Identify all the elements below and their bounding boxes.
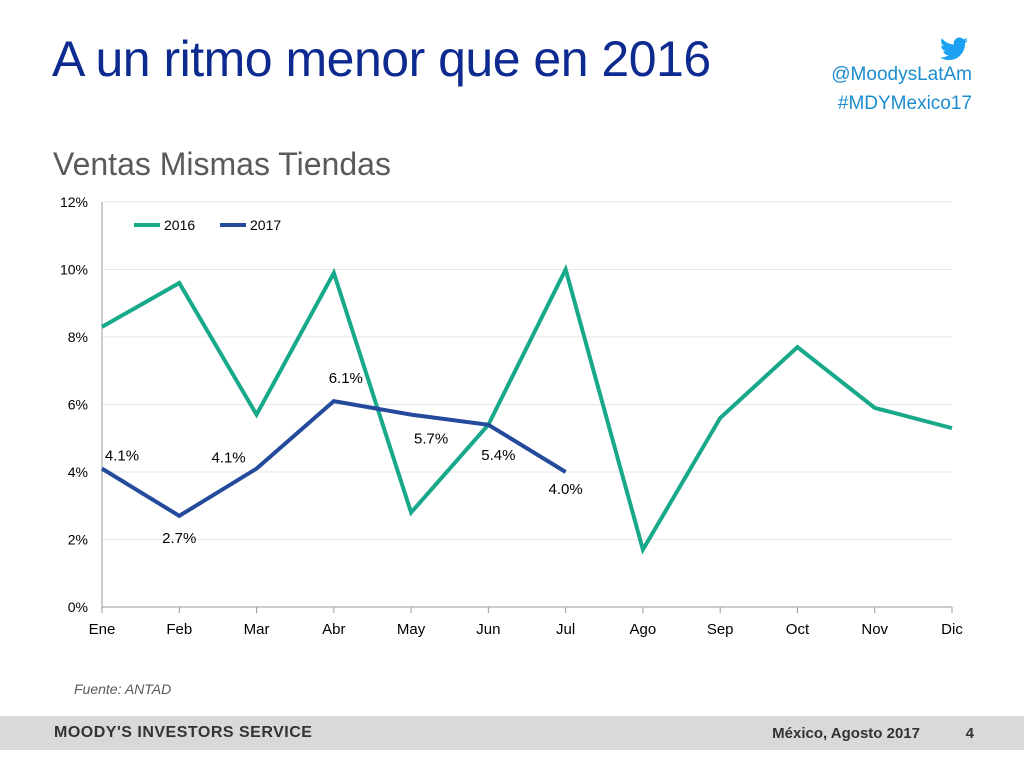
data-label: 2.7% — [162, 530, 196, 547]
y-tick-label: 6% — [68, 397, 88, 413]
x-tick-label: Mar — [244, 621, 270, 638]
x-tick-label: Ago — [630, 621, 657, 638]
data-label: 6.1% — [329, 370, 363, 387]
event-hashtag[interactable]: #MDYMexico17 — [837, 93, 972, 114]
x-tick-label: Oct — [786, 621, 810, 638]
x-tick-label: Dic — [941, 621, 963, 638]
line-chart: 0% 2% 4% 6% 8% 10% 12% Ene Feb Mar Abr May Jun Jul Ago… — [60, 194, 963, 638]
x-tick-label: Abr — [322, 621, 345, 638]
y-tick-label: 4% — [68, 464, 88, 480]
data-label: 4.1% — [211, 450, 245, 467]
data-label: 5.7% — [414, 431, 448, 448]
legend-label: 2017 — [250, 217, 281, 233]
slide-title: A un ritmo menor que en 2016 — [52, 31, 711, 87]
twitter-handle[interactable]: @MoodysLatAm — [831, 64, 972, 85]
x-tick-label: Ene — [89, 621, 116, 638]
data-label: 5.4% — [481, 447, 515, 464]
data-label: 4.0% — [549, 481, 583, 498]
x-tick-label: Sep — [707, 621, 734, 638]
data-label: 4.1% — [105, 448, 139, 465]
x-tick-label: May — [397, 621, 426, 638]
y-tick-label: 8% — [68, 329, 88, 345]
x-tick-label: Nov — [861, 621, 888, 638]
x-tick-label: Feb — [166, 621, 192, 638]
chart-subtitle: Ventas Mismas Tiendas — [53, 146, 391, 182]
footer-date: México, Agosto 2017 — [772, 725, 920, 742]
legend-label: 2016 — [164, 217, 195, 233]
x-tick-label: Jun — [476, 621, 500, 638]
y-tick-label: 10% — [60, 262, 88, 278]
y-tick-label: 12% — [60, 194, 88, 210]
y-tick-label: 0% — [68, 599, 88, 615]
x-tick-label: Jul — [556, 621, 575, 638]
source-note: Fuente: ANTAD — [74, 681, 172, 697]
twitter-bird-icon — [940, 37, 968, 61]
footer-brand: MOODY'S INVESTORS SERVICE — [54, 724, 313, 741]
footer-bar: MOODY'S INVESTORS SERVICE México, Agosto… — [0, 716, 1024, 750]
y-tick-label: 2% — [68, 532, 88, 548]
series-line-2016 — [101, 263, 953, 555]
page-number: 4 — [965, 725, 974, 742]
